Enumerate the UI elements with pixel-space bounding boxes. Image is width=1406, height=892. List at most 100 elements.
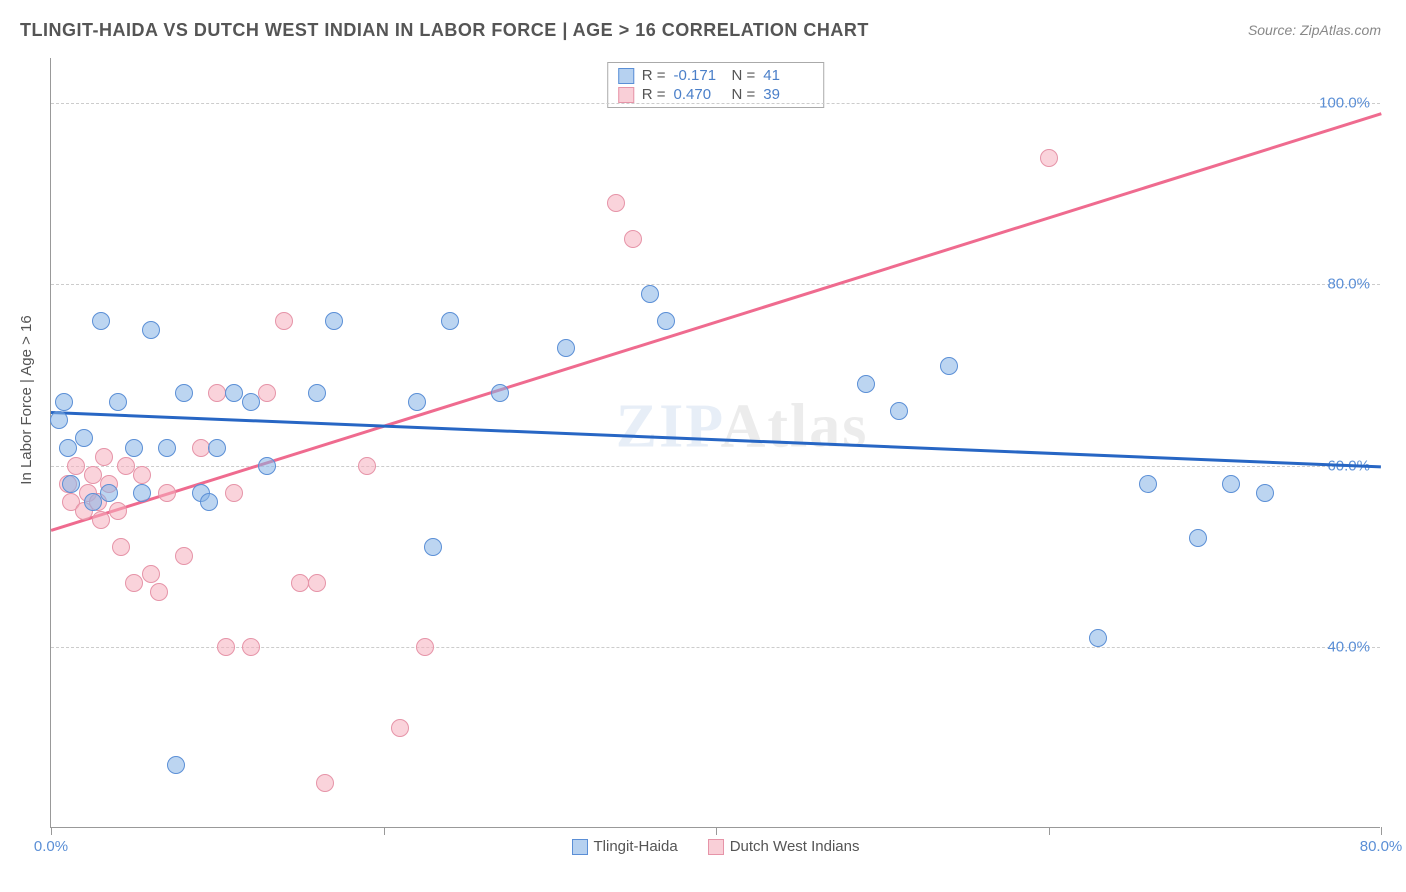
legend-item: Tlingit-Haida — [572, 838, 678, 855]
data-point-pink — [95, 448, 113, 466]
data-point-blue — [158, 439, 176, 457]
data-point-blue — [408, 393, 426, 411]
stats-row: R = 0.470 N = 39 — [608, 85, 824, 104]
data-point-pink — [391, 719, 409, 737]
x-tick-label: 80.0% — [1360, 838, 1403, 855]
series-legend: Tlingit-Haida Dutch West Indians — [572, 838, 860, 855]
pink-swatch-icon — [708, 839, 724, 855]
data-point-pink — [208, 384, 226, 402]
data-point-blue — [50, 411, 68, 429]
n-value: 39 — [763, 86, 813, 103]
data-point-blue — [258, 457, 276, 475]
r-value: 0.470 — [674, 86, 724, 103]
data-point-blue — [325, 312, 343, 330]
source-attribution: Source: ZipAtlas.com — [1248, 22, 1381, 38]
data-point-pink — [112, 538, 130, 556]
legend-item: Dutch West Indians — [708, 838, 860, 855]
data-point-pink — [117, 457, 135, 475]
blue-swatch-icon — [618, 68, 634, 84]
data-point-blue — [125, 439, 143, 457]
data-point-blue — [890, 402, 908, 420]
chart-title: TLINGIT-HAIDA VS DUTCH WEST INDIAN IN LA… — [20, 20, 869, 41]
pink-swatch-icon — [618, 87, 634, 103]
data-point-blue — [167, 756, 185, 774]
data-point-blue — [100, 484, 118, 502]
data-point-blue — [491, 384, 509, 402]
data-point-blue — [1139, 475, 1157, 493]
data-point-blue — [142, 321, 160, 339]
data-point-blue — [641, 285, 659, 303]
data-point-blue — [424, 538, 442, 556]
watermark-prefix: ZIP — [616, 393, 721, 461]
r-value: -0.171 — [674, 67, 724, 84]
y-tick-label: 100.0% — [1319, 95, 1370, 112]
y-tick-label: 40.0% — [1327, 638, 1370, 655]
blue-swatch-icon — [572, 839, 588, 855]
data-point-blue — [59, 439, 77, 457]
legend-label: Tlingit-Haida — [594, 838, 678, 855]
stats-row: R = -0.171 N = 41 — [608, 66, 824, 85]
data-point-pink — [1040, 149, 1058, 167]
data-point-pink — [84, 466, 102, 484]
data-point-pink — [242, 638, 260, 656]
data-point-blue — [1256, 484, 1274, 502]
x-tick — [51, 827, 52, 835]
data-point-pink — [316, 774, 334, 792]
data-point-blue — [75, 429, 93, 447]
data-point-pink — [291, 574, 309, 592]
data-point-pink — [217, 638, 235, 656]
stats-legend-box: R = -0.171 N = 41 R = 0.470 N = 39 — [607, 62, 825, 108]
trendline-pink — [51, 112, 1382, 531]
watermark-suffix: Atlas — [721, 393, 869, 461]
x-tick — [1381, 827, 1382, 835]
data-point-pink — [109, 502, 127, 520]
data-point-pink — [624, 230, 642, 248]
y-axis-label: In Labor Force | Age > 16 — [18, 315, 35, 484]
data-point-blue — [242, 393, 260, 411]
data-point-blue — [225, 384, 243, 402]
r-label: R = — [642, 67, 666, 84]
n-label: N = — [732, 86, 756, 103]
n-value: 41 — [763, 67, 813, 84]
data-point-blue — [133, 484, 151, 502]
data-point-blue — [200, 493, 218, 511]
data-point-pink — [142, 565, 160, 583]
trendline-blue — [51, 411, 1381, 468]
x-tick — [716, 827, 717, 835]
gridline-horizontal — [51, 103, 1380, 104]
data-point-blue — [1089, 629, 1107, 647]
data-point-blue — [109, 393, 127, 411]
data-point-pink — [358, 457, 376, 475]
n-label: N = — [732, 67, 756, 84]
data-point-blue — [175, 384, 193, 402]
r-label: R = — [642, 86, 666, 103]
data-point-pink — [225, 484, 243, 502]
data-point-blue — [557, 339, 575, 357]
chart-container: TLINGIT-HAIDA VS DUTCH WEST INDIAN IN LA… — [0, 0, 1406, 892]
legend-label: Dutch West Indians — [730, 838, 860, 855]
data-point-blue — [208, 439, 226, 457]
x-tick — [1049, 827, 1050, 835]
data-point-blue — [657, 312, 675, 330]
data-point-blue — [84, 493, 102, 511]
data-point-pink — [133, 466, 151, 484]
plot-area: ZIPAtlas R =-0.171N =41R =0.470N =39 Tli… — [50, 58, 1380, 828]
data-point-pink — [275, 312, 293, 330]
data-point-blue — [308, 384, 326, 402]
data-point-blue — [1222, 475, 1240, 493]
data-point-pink — [158, 484, 176, 502]
gridline-horizontal — [51, 284, 1380, 285]
data-point-blue — [1189, 529, 1207, 547]
data-point-pink — [192, 439, 210, 457]
data-point-pink — [175, 547, 193, 565]
data-point-pink — [308, 574, 326, 592]
data-point-pink — [416, 638, 434, 656]
data-point-blue — [940, 357, 958, 375]
x-tick-label: 0.0% — [34, 838, 68, 855]
data-point-blue — [441, 312, 459, 330]
data-point-pink — [607, 194, 625, 212]
data-point-pink — [125, 574, 143, 592]
y-tick-label: 80.0% — [1327, 276, 1370, 293]
x-tick — [384, 827, 385, 835]
data-point-blue — [55, 393, 73, 411]
